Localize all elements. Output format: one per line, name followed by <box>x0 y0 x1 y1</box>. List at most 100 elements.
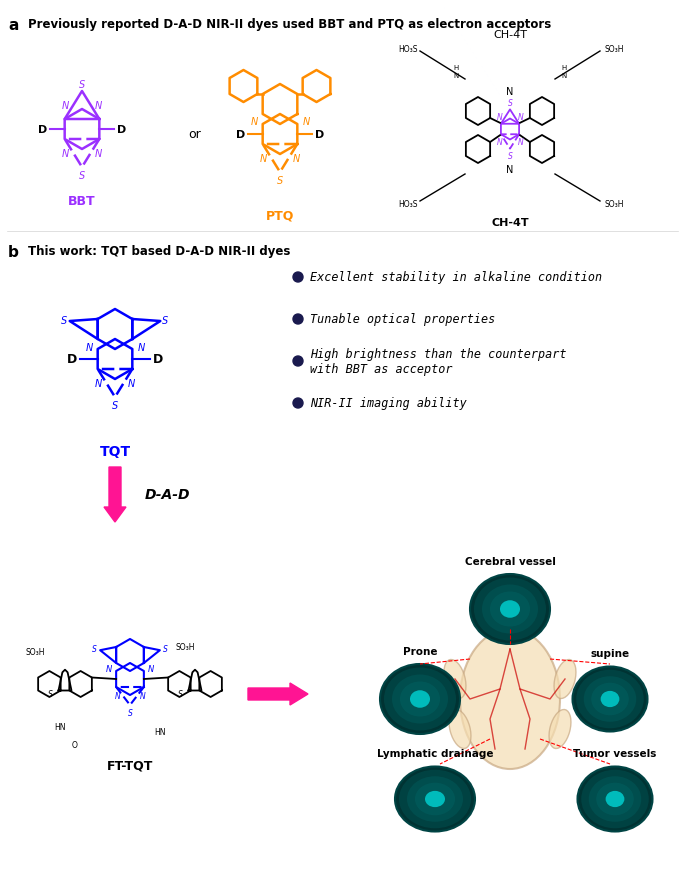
Circle shape <box>293 273 303 283</box>
Ellipse shape <box>399 770 471 828</box>
Ellipse shape <box>474 578 546 641</box>
Ellipse shape <box>384 668 456 731</box>
Text: Previously reported D-A-D NIR-II dyes used BBT and PTQ as electron acceptors: Previously reported D-A-D NIR-II dyes us… <box>28 18 551 31</box>
Text: N: N <box>114 692 120 701</box>
Text: SO₃H: SO₃H <box>175 642 195 651</box>
Text: N: N <box>148 664 154 673</box>
Text: CH-4T: CH-4T <box>491 218 529 228</box>
Text: S: S <box>62 315 68 326</box>
Text: N: N <box>260 154 267 164</box>
Ellipse shape <box>596 783 634 815</box>
Text: D: D <box>153 354 164 366</box>
Text: S: S <box>277 175 283 186</box>
Text: supine: supine <box>590 649 630 659</box>
Text: Prone: Prone <box>403 646 437 657</box>
Ellipse shape <box>490 592 530 626</box>
Text: N: N <box>506 165 514 175</box>
Text: N: N <box>497 137 503 147</box>
Text: S: S <box>508 99 512 108</box>
Text: a: a <box>8 18 18 33</box>
Text: S: S <box>178 688 183 698</box>
Text: N: N <box>137 343 145 353</box>
Ellipse shape <box>415 783 455 815</box>
Ellipse shape <box>577 766 653 832</box>
Text: N: N <box>518 113 523 122</box>
Ellipse shape <box>392 675 448 724</box>
Text: Cerebral vessel: Cerebral vessel <box>464 556 556 566</box>
Text: N: N <box>95 378 102 389</box>
Text: O: O <box>72 740 78 750</box>
Text: H
N: H N <box>562 66 566 79</box>
Text: SO₃H: SO₃H <box>605 200 625 209</box>
Ellipse shape <box>500 601 520 618</box>
Text: N: N <box>86 343 92 353</box>
Ellipse shape <box>606 791 624 807</box>
Text: PTQ: PTQ <box>266 210 294 222</box>
Text: FT-TQT: FT-TQT <box>107 759 153 772</box>
Ellipse shape <box>488 599 532 640</box>
Text: N: N <box>292 154 300 164</box>
Text: HO₃S: HO₃S <box>399 45 418 54</box>
Text: D: D <box>116 125 126 135</box>
Text: D: D <box>66 354 77 366</box>
FancyArrow shape <box>248 683 308 705</box>
Text: H
N: H N <box>453 66 459 79</box>
Ellipse shape <box>549 710 571 749</box>
Ellipse shape <box>576 670 644 728</box>
Ellipse shape <box>591 683 629 715</box>
Text: Excellent stability in alkaline condition: Excellent stability in alkaline conditio… <box>310 271 602 284</box>
Text: N: N <box>251 117 258 127</box>
Ellipse shape <box>400 681 440 717</box>
Text: S: S <box>127 708 132 717</box>
Text: N: N <box>95 149 102 159</box>
Text: HN: HN <box>54 722 66 731</box>
Ellipse shape <box>407 776 463 822</box>
Text: N: N <box>518 137 523 147</box>
Ellipse shape <box>470 574 550 644</box>
Ellipse shape <box>582 770 649 828</box>
Text: S: S <box>163 644 168 653</box>
Ellipse shape <box>601 691 619 707</box>
Ellipse shape <box>444 660 466 699</box>
Ellipse shape <box>573 667 647 732</box>
Text: N: N <box>62 101 69 111</box>
Text: b: b <box>8 245 19 260</box>
Text: S: S <box>79 171 85 181</box>
Ellipse shape <box>380 664 460 734</box>
Text: High brightness than the counterpart
with BBT as acceptor: High brightness than the counterpart wit… <box>310 347 566 376</box>
Text: Lymphatic drainage: Lymphatic drainage <box>377 749 493 758</box>
Text: BBT: BBT <box>68 195 96 207</box>
Ellipse shape <box>460 629 560 769</box>
Ellipse shape <box>410 690 430 708</box>
Text: D: D <box>314 130 324 140</box>
Text: N: N <box>95 101 102 111</box>
Text: D: D <box>38 125 47 135</box>
Text: NIR-II imaging ability: NIR-II imaging ability <box>310 397 466 410</box>
Text: Tumor vessels: Tumor vessels <box>573 749 657 758</box>
Text: S: S <box>112 400 118 410</box>
Text: Tunable optical properties: Tunable optical properties <box>310 313 495 326</box>
Text: N: N <box>506 87 514 97</box>
FancyArrow shape <box>104 468 126 523</box>
Ellipse shape <box>588 776 641 822</box>
Text: TQT: TQT <box>99 445 131 458</box>
Text: or: or <box>188 128 201 142</box>
Ellipse shape <box>554 660 576 699</box>
Text: SO₃H: SO₃H <box>605 45 625 54</box>
Text: N: N <box>62 149 69 159</box>
Text: S: S <box>508 152 512 160</box>
Text: SO₃H: SO₃H <box>25 648 45 657</box>
Ellipse shape <box>425 791 445 807</box>
Text: D-A-D: D-A-D <box>145 487 190 501</box>
Ellipse shape <box>584 677 636 722</box>
Text: S: S <box>48 688 53 698</box>
Text: HN: HN <box>154 727 166 736</box>
Text: N: N <box>127 378 135 389</box>
Text: S: S <box>92 644 97 653</box>
Text: CH-4T: CH-4T <box>493 30 527 40</box>
Text: S: S <box>162 315 169 326</box>
Text: N: N <box>497 113 503 122</box>
Circle shape <box>293 315 303 324</box>
Text: HO₃S: HO₃S <box>399 200 418 209</box>
Ellipse shape <box>449 710 471 749</box>
